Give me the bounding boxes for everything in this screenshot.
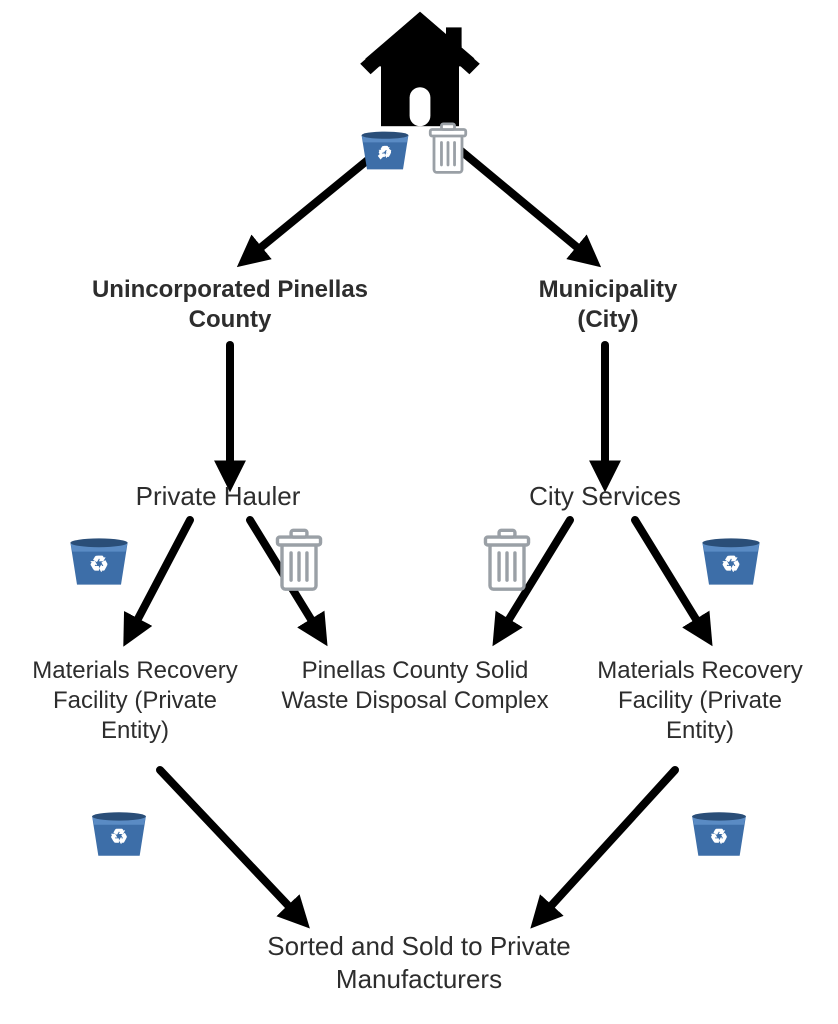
recycle-bin-icon: ♻	[66, 534, 132, 594]
recycle-bin-icon: ♻	[358, 128, 412, 178]
node-city-services: City Services	[505, 480, 705, 513]
node-mrf-left: Materials Recovery Facility (Private Ent…	[30, 656, 240, 746]
flow-arrow	[635, 520, 705, 634]
svg-text:♻: ♻	[89, 551, 109, 576]
recycle-bin-icon: ♻	[688, 808, 750, 865]
node-disposal-complex: Pinellas County Solid Waste Disposal Com…	[265, 656, 565, 716]
flow-arrow	[540, 770, 675, 918]
svg-text:♻: ♻	[721, 551, 741, 576]
recycle-bin-icon: ♻	[88, 808, 150, 865]
node-private-hauler: Private Hauler	[108, 480, 328, 513]
node-unincorporated: Unincorporated Pinellas County	[90, 275, 370, 335]
flow-arrow	[130, 520, 190, 634]
flow-arrow	[160, 770, 300, 918]
node-mrf-right: Materials Recovery Facility (Private Ent…	[595, 656, 805, 746]
trash-can-icon	[478, 528, 536, 601]
trash-can-icon	[270, 528, 328, 601]
node-final: Sorted and Sold to Private Manufacturers	[229, 930, 609, 995]
house-icon	[355, 4, 485, 134]
trash-can-icon	[424, 122, 472, 183]
svg-text:♻: ♻	[710, 825, 729, 848]
svg-text:♻: ♻	[110, 825, 129, 848]
flow-arrow	[460, 150, 590, 258]
svg-text:♻: ♻	[378, 144, 393, 162]
recycle-bin-icon: ♻	[698, 534, 764, 594]
node-municipality: Municipality (City)	[508, 275, 708, 335]
